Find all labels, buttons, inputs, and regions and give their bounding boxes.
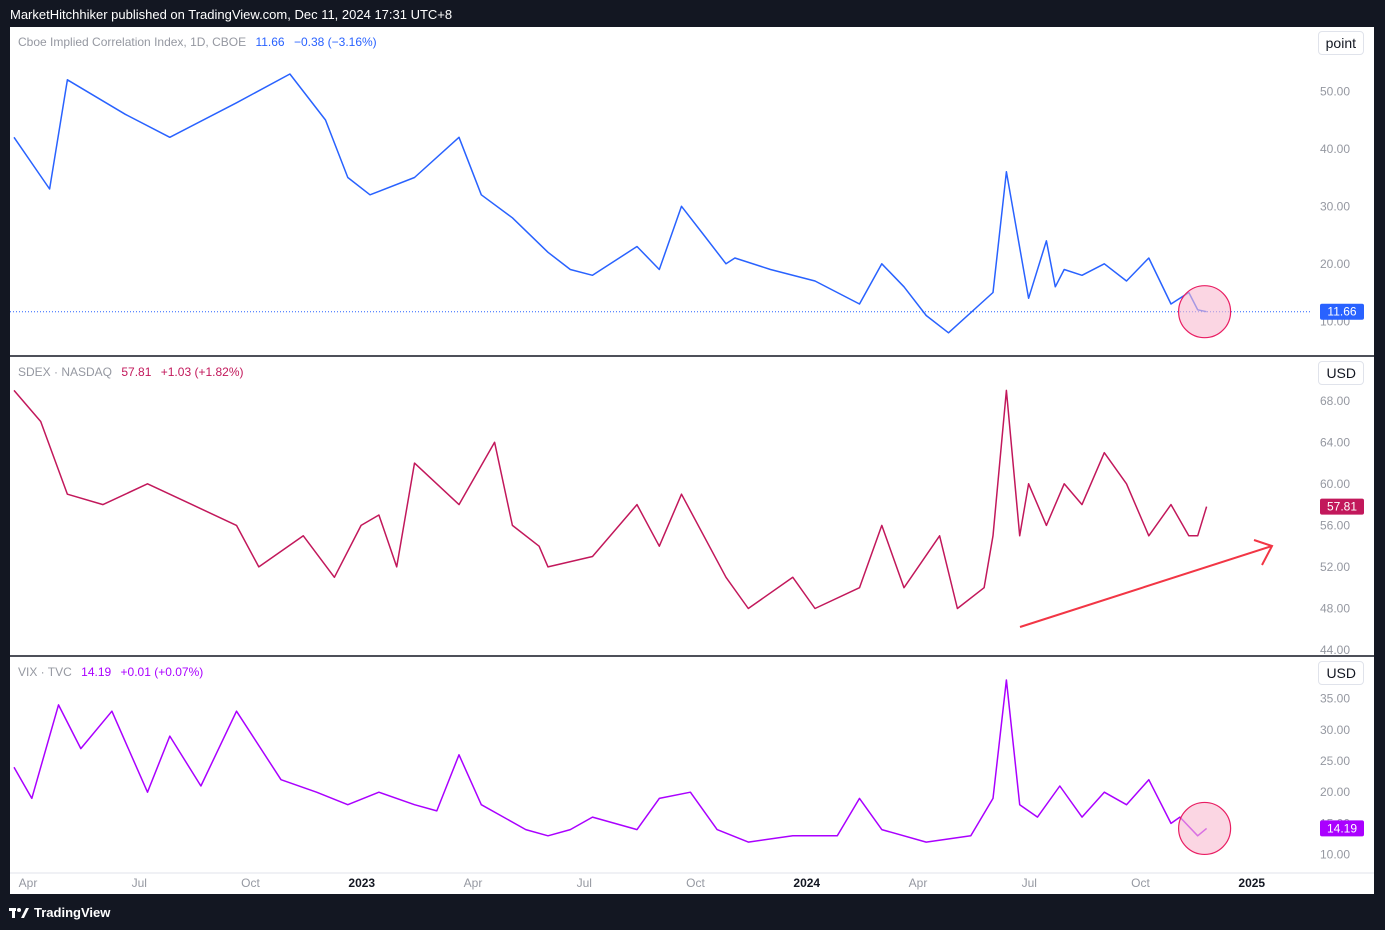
last-value-label: 14.19 [1327, 821, 1357, 835]
brand-label: TradingView [34, 905, 111, 920]
last-value-label: 57.81 [1327, 500, 1357, 514]
x-tick-label: Apr [909, 876, 928, 890]
y-tick-label: 50.00 [1320, 84, 1350, 98]
tradingview-brand[interactable]: TradingView [9, 905, 110, 920]
pane3-last: 14.19 [81, 665, 112, 679]
pane2-last: 57.81 [121, 365, 152, 379]
y-tick-label: 40.00 [1320, 142, 1350, 156]
pane2-legend: SDEX · NASDAQ 57.81 +1.03 (+1.82%) [18, 365, 244, 379]
pane1-legend: Cboe Implied Correlation Index, 1D, CBOE… [18, 35, 377, 49]
pane1-change-pct: (−3.16%) [327, 35, 377, 49]
y-tick-label: 56.00 [1320, 518, 1350, 532]
y-tick-label: 20.00 [1320, 257, 1350, 271]
x-tick-label: Oct [241, 876, 260, 890]
x-tick-label: 2023 [348, 876, 375, 890]
y-tick-label: 44.00 [1320, 643, 1350, 657]
x-tick-label: Oct [1131, 876, 1150, 890]
pane2-change: +1.03 [160, 365, 192, 379]
x-tick-label: Apr [464, 876, 483, 890]
last-value-label: 11.66 [1327, 305, 1356, 319]
last-value-badge [1320, 303, 1364, 320]
tradingview-logo-icon [9, 907, 29, 918]
series-line-3 [13, 679, 1208, 843]
y-tick-label: 35.00 [1320, 692, 1350, 706]
x-tick-label: Oct [686, 876, 705, 890]
pane3-unit-button[interactable]: USD [1318, 661, 1364, 685]
x-tick-label: 2024 [793, 876, 820, 890]
last-value-badge [1320, 498, 1364, 515]
y-tick-label: 68.00 [1320, 394, 1350, 408]
y-tick-label: 64.00 [1320, 435, 1350, 449]
x-tick-label: Jul [132, 876, 147, 890]
pane3-change-pct: (+0.07%) [154, 665, 204, 679]
highlight-circle [1177, 285, 1232, 339]
last-value-badge [1320, 820, 1364, 837]
pane1-unit-button[interactable]: point [1317, 31, 1364, 55]
published-by-text: MarketHitchhiker published on TradingVie… [10, 7, 453, 22]
pane1-change: −0.38 [293, 35, 325, 49]
y-tick-label: 52.00 [1320, 560, 1350, 574]
y-tick-label: 10.00 [1320, 848, 1350, 862]
pane1-last: 11.66 [255, 35, 285, 49]
y-tick-label: 20.00 [1320, 785, 1350, 799]
x-tick-label: 2025 [1238, 876, 1265, 890]
x-tick-label: Apr [19, 876, 38, 890]
y-tick-label: 30.00 [1320, 723, 1350, 737]
pane3-title: VIX · TVC [18, 665, 72, 679]
x-tick-label: Jul [577, 876, 592, 890]
y-tick-label: 25.00 [1320, 754, 1350, 768]
highlight-circle [1177, 801, 1232, 856]
pane1-title: Cboe Implied Correlation Index, 1D, CBOE [18, 35, 247, 49]
trend-arrow-head [1253, 539, 1274, 566]
pane2-change-pct: (+1.82%) [194, 365, 244, 379]
pane3-legend: VIX · TVC 14.19 +0.01 (+0.07%) [18, 665, 203, 679]
trend-arrow-shaft [1019, 545, 1273, 628]
chart-frame: 10.00 20.00 30.00 40.00 50.00 11.66 44.00 48.00… [10, 27, 1374, 894]
pane2-unit-button[interactable]: USD [1318, 361, 1364, 385]
x-tick-label: Jul [1022, 876, 1037, 890]
y-tick-label: 48.00 [1320, 601, 1350, 615]
chart-svg: 10.00 20.00 30.00 40.00 50.00 11.66 44.00 48.00… [10, 73, 1374, 890]
y-tick-label: 60.00 [1320, 477, 1350, 491]
series-line-2 [13, 389, 1208, 610]
series-line-1 [13, 73, 1207, 334]
pane2-title: SDEX · NASDAQ [18, 365, 113, 379]
y-tick-label: 30.00 [1320, 199, 1350, 213]
pane3-change: +0.01 [120, 665, 151, 679]
